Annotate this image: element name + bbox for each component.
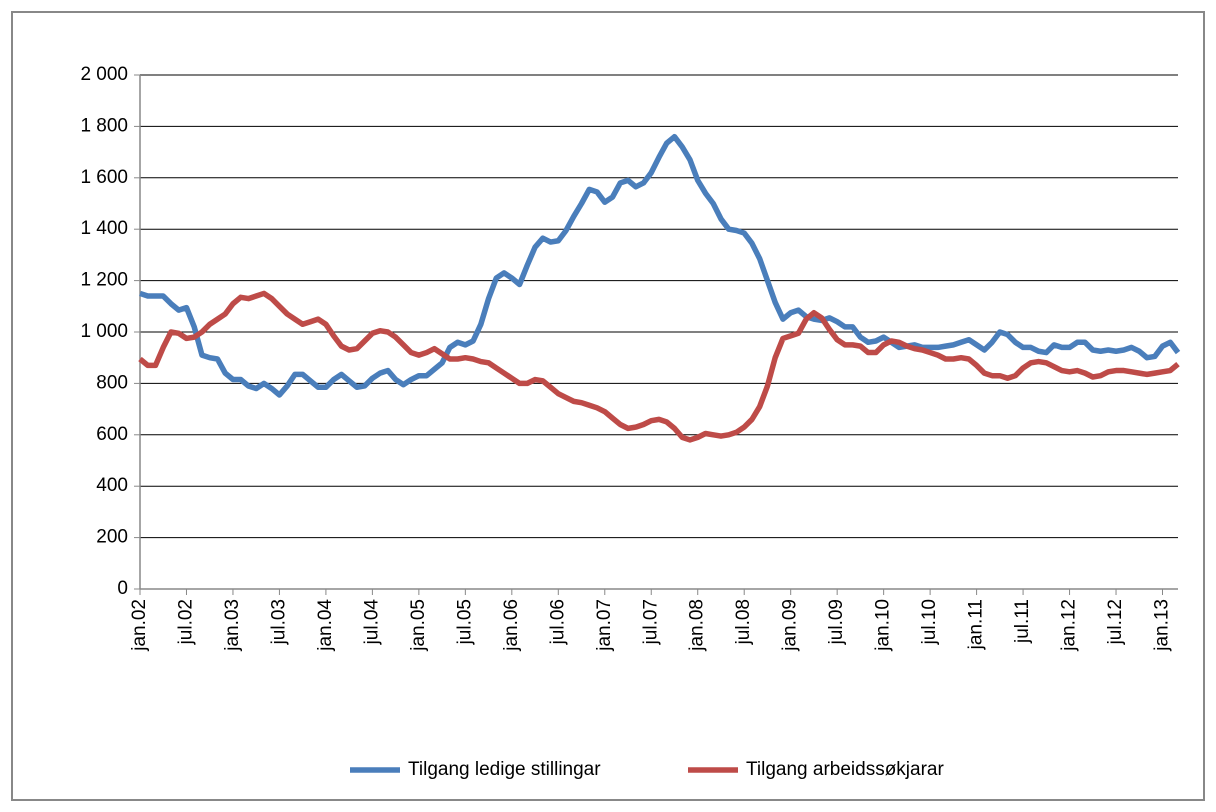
x-tick-label: jan.04 <box>315 599 336 652</box>
x-tick-label: jan.06 <box>501 599 522 652</box>
chart-border <box>11 11 1205 801</box>
y-tick-label: 1 200 <box>80 270 128 291</box>
x-tick-label: jan.07 <box>594 599 615 652</box>
x-tick-label: jul.05 <box>454 599 475 645</box>
x-tick-label: jan.10 <box>873 599 894 652</box>
x-tick-label: jul.04 <box>361 599 382 646</box>
x-tick-label: jan.08 <box>687 599 708 652</box>
x-tick-label: jan.03 <box>222 599 243 652</box>
x-tick-label: jan.05 <box>408 599 429 652</box>
x-tick-label: jan.02 <box>129 599 150 652</box>
x-tick-label: jan.11 <box>966 599 987 650</box>
x-tick-label: jul.02 <box>175 599 196 645</box>
y-tick-label: 800 <box>96 372 128 393</box>
y-tick-label: 0 <box>117 578 128 599</box>
y-tick-label: 200 <box>96 527 128 548</box>
x-tick-label: jan.09 <box>780 599 801 652</box>
x-tick-label: jul.09 <box>826 599 847 645</box>
x-tick-label: jul.11 <box>1012 599 1033 644</box>
y-tick-label: 600 <box>96 424 128 445</box>
legend-label: Tilgang arbeidssøkjarar <box>746 759 944 780</box>
x-tick-label: jul.08 <box>733 599 754 645</box>
x-tick-label: jul.03 <box>268 599 289 645</box>
series-line <box>139 133 1181 398</box>
y-tick-label: 2 000 <box>80 64 128 85</box>
y-tick-label: 400 <box>96 475 128 496</box>
x-tick-label: jan.13 <box>1152 599 1173 652</box>
y-tick-label: 1 800 <box>80 115 128 136</box>
x-tick-label: jul.12 <box>1105 599 1126 645</box>
y-tick-label: 1 400 <box>80 218 128 239</box>
y-tick-label: 1 000 <box>80 321 128 342</box>
x-tick-label: jul.10 <box>919 599 940 645</box>
x-tick-label: jan.12 <box>1059 599 1080 652</box>
x-tick-label: jul.07 <box>640 599 661 645</box>
series-line <box>138 290 1180 443</box>
legend-label: Tilgang ledige stillingar <box>408 759 601 780</box>
x-tick-label: jul.06 <box>547 599 568 645</box>
y-tick-label: 1 600 <box>80 167 128 188</box>
